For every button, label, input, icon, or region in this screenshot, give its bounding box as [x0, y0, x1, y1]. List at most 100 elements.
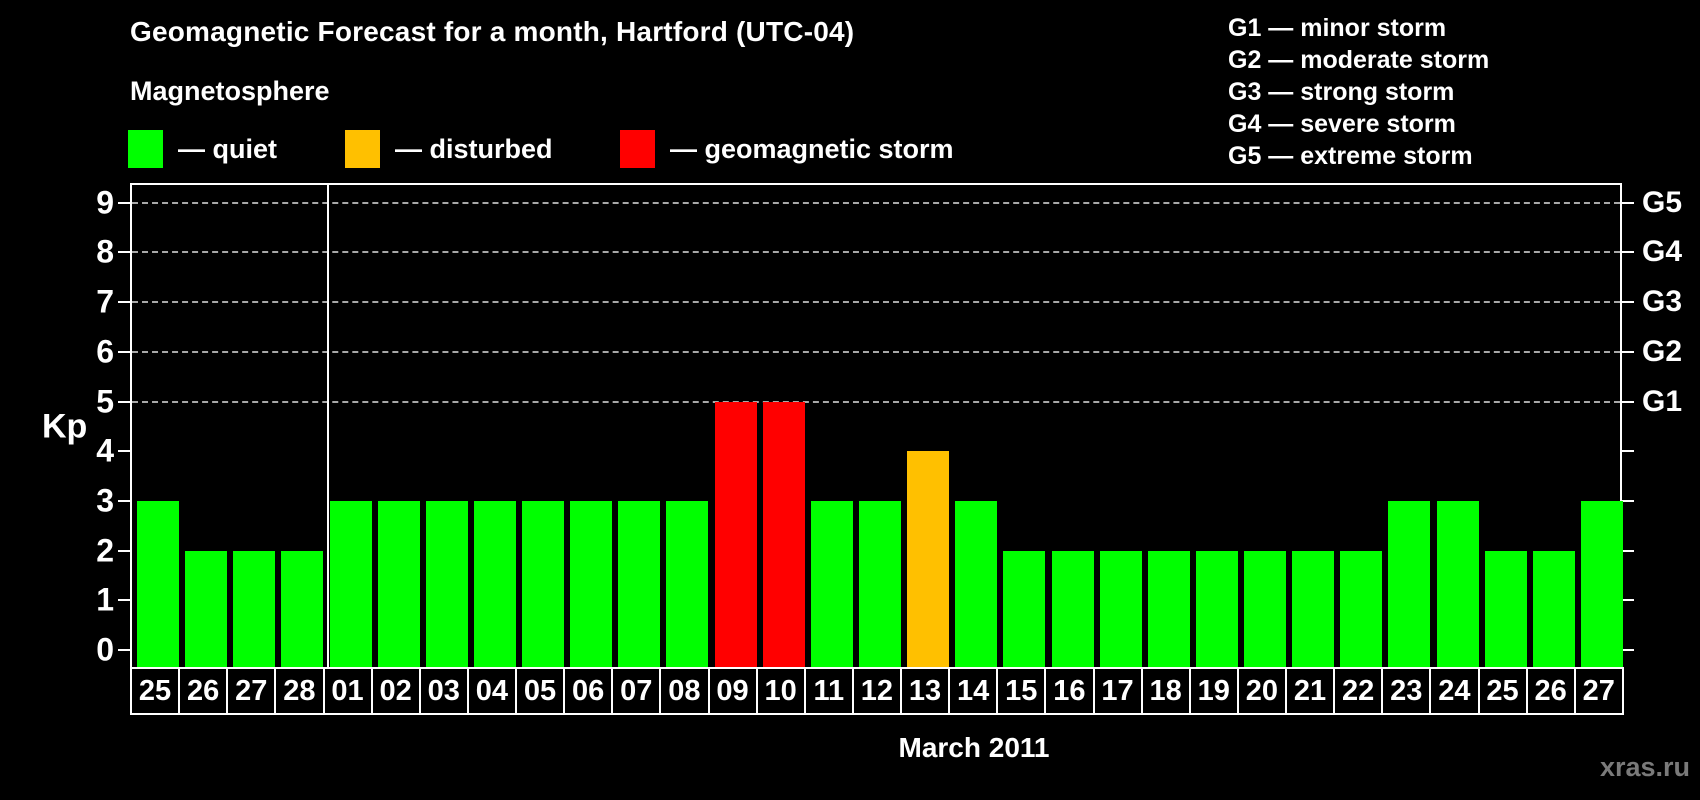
- kp-bar-22: [1340, 550, 1383, 667]
- kp-bar-06: [570, 500, 613, 667]
- date-cell-16: 16: [1044, 667, 1095, 715]
- month-separator-line: [326, 183, 329, 667]
- storm-swatch: [620, 130, 655, 168]
- kp-bar-16: [1051, 550, 1094, 667]
- kp-bar-18: [1147, 550, 1190, 667]
- y-axis-tick: [118, 400, 130, 403]
- y-axis-tick: [118, 301, 130, 304]
- date-cell-07: 07: [611, 667, 662, 715]
- date-cell-05: 05: [515, 667, 566, 715]
- date-cell-03: 03: [418, 667, 469, 715]
- g-legend-item-5: G5 — extreme storm: [1228, 142, 1473, 170]
- y-axis-tick-label: 3: [96, 482, 114, 519]
- y-axis-tick-label: 7: [96, 283, 114, 320]
- right-axis-tick: [1622, 599, 1634, 602]
- kp-bar-21: [1292, 550, 1335, 667]
- date-cell-02: 02: [370, 667, 421, 715]
- y-axis-title: Kp: [42, 407, 88, 446]
- chart-title: Geomagnetic Forecast for a month, Hartfo…: [130, 16, 855, 47]
- right-axis-tick: [1622, 201, 1634, 204]
- right-axis-tick: [1622, 499, 1634, 502]
- quiet-swatch: [128, 130, 163, 168]
- kp-bar-13: [907, 451, 950, 667]
- date-cell-23: 23: [1381, 667, 1432, 715]
- g-legend-item-3: G3 — strong storm: [1228, 78, 1455, 106]
- kp-bar-08: [666, 500, 709, 667]
- y-axis-tick: [118, 201, 130, 204]
- y-axis-tick: [118, 251, 130, 254]
- g-axis-label-g2: G2: [1642, 334, 1683, 368]
- kp-bar-09: [714, 401, 757, 667]
- kp-bar-28: [281, 550, 324, 667]
- kp-bar-27: [233, 550, 276, 667]
- y-axis-tick: [118, 599, 130, 602]
- y-axis-tick-label: 9: [96, 184, 114, 221]
- kp-bar-15: [1003, 550, 1046, 667]
- y-axis-tick-label: 6: [96, 333, 114, 370]
- date-cell-26: 26: [1525, 667, 1576, 715]
- kp-bar-26: [1532, 550, 1575, 667]
- date-cell-28: 28: [274, 667, 325, 715]
- right-axis-tick: [1622, 350, 1634, 353]
- date-cell-27: 27: [226, 667, 277, 715]
- kp-bar-02: [377, 500, 420, 667]
- date-cell-25: 25: [130, 667, 181, 715]
- date-cell-27: 27: [1573, 667, 1624, 715]
- disturbed-swatch: [345, 130, 380, 168]
- kp-bar-17: [1099, 550, 1142, 667]
- date-cell-24: 24: [1429, 667, 1480, 715]
- date-cell-10: 10: [755, 667, 806, 715]
- magnetosphere-legend: — quiet — disturbed — geomagnetic storm: [0, 128, 1700, 170]
- g-legend-item-4: G4 — severe storm: [1228, 110, 1456, 138]
- y-axis-tick-label: 4: [96, 432, 114, 469]
- date-cell-21: 21: [1285, 667, 1336, 715]
- right-axis-tick: [1622, 649, 1634, 651]
- y-axis-tick-label: 0: [96, 631, 114, 668]
- legend-label-quiet: — quiet: [178, 134, 277, 164]
- date-cell-06: 06: [563, 667, 614, 715]
- right-axis-tick: [1622, 251, 1634, 254]
- date-cell-19: 19: [1188, 667, 1239, 715]
- plot-area: [130, 183, 1623, 667]
- y-axis-tick-label: 5: [96, 383, 114, 419]
- right-axis-tick: [1622, 301, 1634, 304]
- x-axis-title: March 2011: [898, 732, 1050, 763]
- kp-bar-25: [137, 500, 180, 667]
- kp-bar-10: [762, 401, 805, 667]
- kp-bar-25: [1484, 550, 1527, 667]
- date-cell-15: 15: [996, 667, 1047, 715]
- kp-bar-14: [955, 500, 998, 667]
- g-axis-label-g5: G5: [1642, 185, 1683, 219]
- g-scale-legend: G1 — minor storm G2 — moderate storm G3 — …: [1228, 12, 1489, 172]
- y-axis-tick: [118, 450, 130, 453]
- g-legend-item-1: G1 — minor storm: [1228, 14, 1447, 42]
- y-axis-tick-label: 1: [96, 581, 114, 618]
- date-cell-17: 17: [1092, 667, 1143, 715]
- g-axis-label-g4: G4: [1642, 235, 1683, 269]
- kp-bar-24: [1436, 500, 1479, 667]
- g-axis-label-g3: G3: [1642, 285, 1683, 319]
- kp-bar-04: [473, 500, 516, 667]
- right-axis-tick: [1622, 400, 1634, 403]
- plot-border-right: [1620, 183, 1622, 667]
- right-axis-tick: [1622, 549, 1634, 552]
- date-cell-18: 18: [1140, 667, 1191, 715]
- kp-bar-19: [1195, 550, 1238, 667]
- y-axis-tick: [118, 350, 130, 353]
- date-cell-12: 12: [851, 667, 902, 715]
- g-axis-label-g1: G1: [1642, 384, 1683, 418]
- kp-bar-26: [185, 550, 228, 667]
- y-axis-tick: [118, 499, 130, 502]
- gridline-kp5: [132, 400, 1620, 403]
- plot-border-left: [130, 183, 132, 667]
- date-cell-09: 09: [707, 667, 758, 715]
- kp-bar-01: [329, 500, 372, 667]
- legend-label-storm: — geomagnetic storm: [670, 134, 954, 164]
- g-legend-item-2: G2 — moderate storm: [1228, 46, 1490, 74]
- kp-bar-07: [618, 500, 661, 667]
- kp-bar-20: [1244, 550, 1287, 667]
- date-cell-25: 25: [1477, 667, 1528, 715]
- legend-label-disturbed: — disturbed: [395, 134, 553, 164]
- watermark: xras.ru: [1599, 752, 1690, 782]
